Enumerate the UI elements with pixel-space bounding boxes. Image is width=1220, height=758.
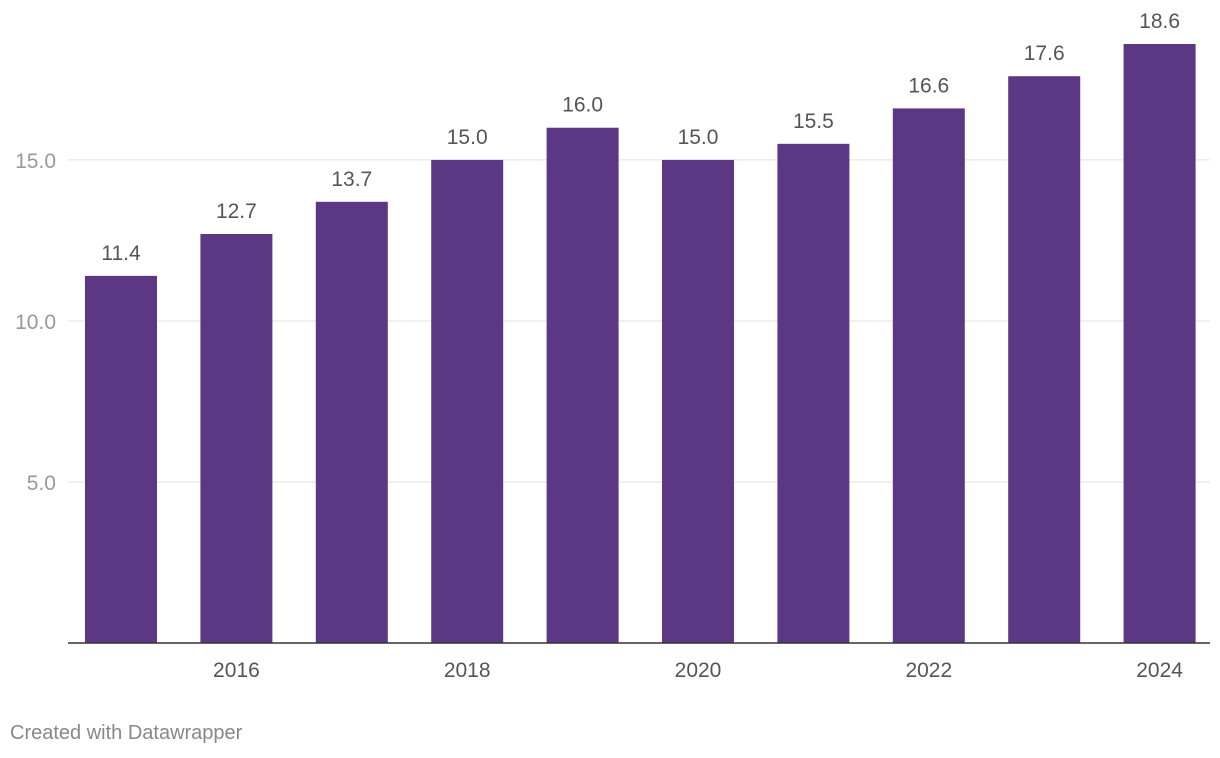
- bar: [315, 201, 388, 643]
- bar: [892, 108, 965, 644]
- bar: [1123, 44, 1196, 643]
- bar-value-label: 11.4: [101, 242, 141, 265]
- bar-value-label: 15.5: [793, 110, 834, 133]
- x-tick-label: 2016: [213, 659, 260, 682]
- bar-value-label: 16.6: [908, 74, 949, 97]
- x-tick-label: 2018: [444, 659, 491, 682]
- datawrapper-credit: Created with Datawrapper: [10, 722, 243, 744]
- bar-value-label: 12.7: [216, 200, 257, 223]
- bar-value-label: 13.7: [331, 168, 372, 191]
- bar: [431, 159, 504, 643]
- x-tick-label: 2022: [905, 659, 952, 682]
- x-tick-label: 2020: [675, 659, 722, 682]
- bar-value-labels: 11.4 12.7 13.7 15.0 16.0 15.0 15.5 16.6 17.6 18.6: [101, 10, 1180, 265]
- y-tick-label: 15.0: [15, 150, 56, 173]
- bar-value-label: 17.6: [1024, 42, 1065, 65]
- bar: [85, 275, 157, 643]
- y-tick-label: 10.0: [15, 311, 56, 334]
- y-axis-ticks: 5.0 10.0 15.0: [15, 150, 56, 495]
- bar: [777, 143, 850, 644]
- bar: [200, 234, 273, 643]
- y-tick-label: 5.0: [27, 472, 56, 495]
- bars: [85, 44, 1196, 644]
- bar-value-label: 15.0: [678, 126, 719, 149]
- bar-value-label: 18.6: [1139, 10, 1180, 33]
- bar-value-label: 15.0: [447, 126, 488, 149]
- bar: [1008, 76, 1081, 644]
- x-axis-ticks: 2016 2018 2020 2022 2024: [213, 659, 1183, 682]
- bar-value-label: 16.0: [562, 94, 603, 117]
- bar: [546, 127, 619, 643]
- bar: [662, 159, 734, 643]
- x-tick-label: 2024: [1136, 659, 1183, 682]
